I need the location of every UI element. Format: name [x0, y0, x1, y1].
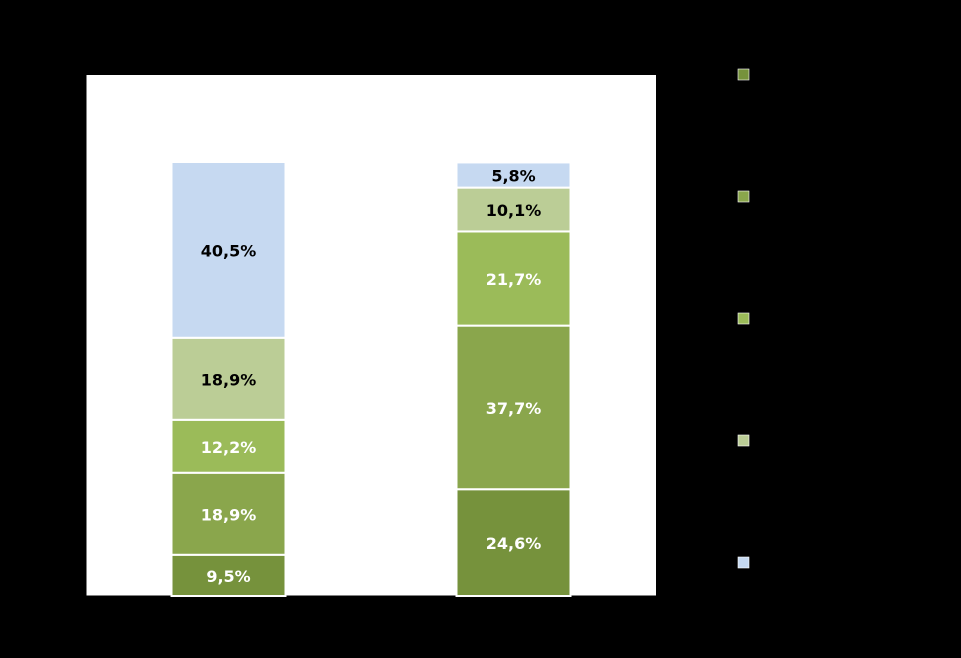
bar-segment [170, 418, 287, 474]
data-label: 18,9% [201, 505, 257, 524]
bar-segment [170, 553, 287, 598]
bar-stack: 9,5% 18,9% 12,2% 18,9% 40,5% [170, 161, 287, 598]
bar-segment [170, 471, 287, 556]
legend-swatch [737, 434, 750, 447]
legend [737, 68, 750, 569]
legend-swatch [737, 556, 750, 569]
bar-segment [170, 336, 287, 421]
legend-swatch [737, 190, 750, 203]
bar-segment [455, 161, 572, 189]
data-label: 9,5% [206, 567, 250, 586]
data-label: 18,9% [201, 370, 257, 389]
bar-segment [170, 161, 287, 339]
data-label: 12,2% [201, 438, 257, 457]
data-label: 5,8% [491, 167, 535, 186]
legend-swatch [737, 312, 750, 325]
bar-segment [455, 324, 572, 491]
data-label: 21,7% [486, 270, 542, 289]
data-label: 37,7% [486, 399, 542, 418]
data-label: 24,6% [486, 534, 542, 553]
bar-segment [455, 230, 572, 327]
bar-segment [455, 186, 572, 233]
bars: 9,5% 18,9% 12,2% 18,9% 40,5% 24,6% 37,7% 21,7% 1… [170, 161, 572, 598]
bar-segment [455, 488, 572, 597]
data-label: 10,1% [486, 201, 542, 220]
data-label: 40,5% [201, 241, 257, 260]
bar-stack: 24,6% 37,7% 21,7% 10,1% 5,8% [455, 161, 572, 597]
y-axis [80, 75, 87, 597]
legend-swatch [737, 68, 750, 81]
